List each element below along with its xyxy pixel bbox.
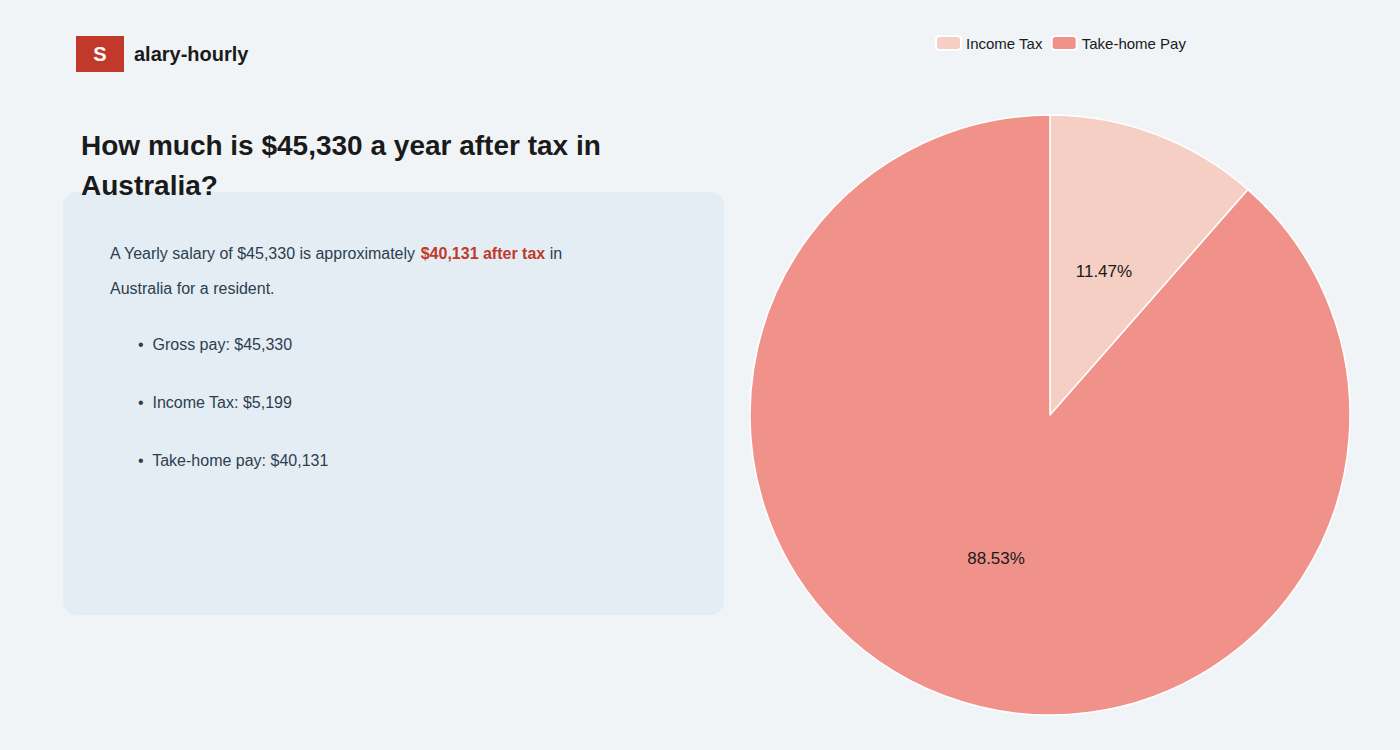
svg-text:How much is $45,330 a year aft: How much is $45,330 a year after tax in [81,130,601,161]
svg-text:11.47%: 11.47% [1076,262,1132,281]
svg-text:S: S [93,43,106,65]
svg-text:$40,131 after tax: $40,131 after tax [421,245,546,262]
svg-text:Australia?: Australia? [81,170,218,201]
svg-text:• Income Tax: $5,199: • Income Tax: $5,199 [138,394,292,411]
svg-text:in: in [545,245,562,262]
svg-text:88.53%: 88.53% [967,549,1025,568]
svg-text:• Take-home pay: $40,131: • Take-home pay: $40,131 [138,452,328,469]
svg-text:Take-home Pay: Take-home Pay [1082,35,1187,52]
svg-text:A Yearly salary of $45,330 is: A Yearly salary of $45,330 is approximat… [110,245,420,262]
svg-text:Income Tax: Income Tax [966,35,1043,52]
svg-text:• Gross pay: $45,330: • Gross pay: $45,330 [138,336,292,353]
svg-text:alary-hourly: alary-hourly [134,43,249,65]
svg-text:Australia for a resident.: Australia for a resident. [110,280,275,297]
